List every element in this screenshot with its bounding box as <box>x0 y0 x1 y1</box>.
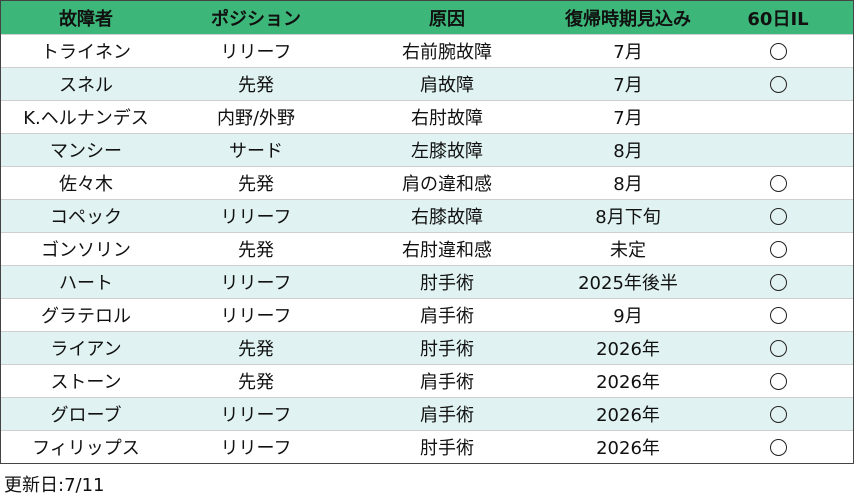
cell-cause: 肩手術 <box>341 364 553 398</box>
table-row: フィリップス リリーフ 肘手術 2026年 <box>1 430 853 463</box>
cell-name: トライネン <box>1 34 171 68</box>
cell-il60 <box>703 100 853 134</box>
circle-icon <box>769 43 787 60</box>
cell-name: ライアン <box>1 331 171 365</box>
cell-return: 2026年 <box>553 331 703 365</box>
table-row: K.ヘルナンデス 内野/外野 右肘故障 7月 <box>1 100 853 134</box>
cell-position: 先発 <box>171 364 341 398</box>
table-body: トライネン リリーフ 右前腕故障 7月 スネル 先発 肩故障 7月 K.ヘルナンデス 内野/外野右… <box>1 34 853 463</box>
cell-il60 <box>703 166 853 200</box>
circle-icon <box>769 373 787 390</box>
cell-position: 先発 <box>171 166 341 200</box>
circle-icon <box>769 175 787 192</box>
cell-name: ハート <box>1 265 171 299</box>
cell-il60 <box>703 364 853 398</box>
table-row: スネル 先発 肩故障 7月 <box>1 67 853 101</box>
cell-il60 <box>703 34 853 68</box>
header-position: ポジション <box>171 1 341 35</box>
cell-return: 8月 <box>553 166 703 200</box>
circle-icon <box>769 340 787 357</box>
cell-il60 <box>703 67 853 101</box>
cell-position: 先発 <box>171 67 341 101</box>
cell-il60 <box>703 133 853 167</box>
cell-position: 内野/外野 <box>171 100 341 134</box>
cell-il60 <box>703 199 853 233</box>
updated-date: 更新日:7/11 <box>4 475 105 496</box>
cell-cause: 肩故障 <box>341 67 553 101</box>
table-row: マンシー サード 左膝故障 8月 <box>1 133 853 167</box>
table-row: ゴンソリン 先発 右肘違和感 未定 <box>1 232 853 266</box>
cell-return: 8月 <box>553 133 703 167</box>
cell-cause: 肩の違和感 <box>341 166 553 200</box>
cell-cause: 右肘違和感 <box>341 232 553 266</box>
cell-position: リリーフ <box>171 430 341 463</box>
cell-cause: 左膝故障 <box>341 133 553 167</box>
cell-return: 9月 <box>553 298 703 332</box>
header-il60: 60日IL <box>703 1 853 35</box>
cell-cause: 肘手術 <box>341 430 553 463</box>
cell-il60 <box>703 298 853 332</box>
cell-position: 先発 <box>171 331 341 365</box>
cell-return: 2026年 <box>553 364 703 398</box>
cell-il60 <box>703 232 853 266</box>
cell-cause: 右膝故障 <box>341 199 553 233</box>
cell-position: リリーフ <box>171 34 341 68</box>
header-cause: 原因 <box>341 1 553 35</box>
cell-cause: 肘手術 <box>341 331 553 365</box>
cell-name: フィリップス <box>1 430 171 463</box>
cell-cause: 肘手術 <box>341 265 553 299</box>
header-row: 故障者 ポジション 原因 復帰時期見込み 60日IL <box>1 1 853 35</box>
circle-icon <box>769 241 787 258</box>
cell-il60 <box>703 265 853 299</box>
cell-il60 <box>703 331 853 365</box>
circle-icon <box>769 208 787 225</box>
cell-return: 2025年後半 <box>553 265 703 299</box>
cell-cause: 肩手術 <box>341 397 553 431</box>
cell-position: リリーフ <box>171 199 341 233</box>
table-row: ストーン 先発 肩手術 2026年 <box>1 364 853 398</box>
cell-cause: 肩手術 <box>341 298 553 332</box>
circle-icon <box>769 406 787 423</box>
table-row: グローブ リリーフ 肩手術 2026年 <box>1 397 853 431</box>
cell-position: リリーフ <box>171 397 341 431</box>
cell-name: スネル <box>1 67 171 101</box>
circle-icon <box>769 274 787 291</box>
cell-cause: 右肘故障 <box>341 100 553 134</box>
table-row: コペック リリーフ 右膝故障 8月下旬 <box>1 199 853 233</box>
cell-name: マンシー <box>1 133 171 167</box>
circle-icon <box>769 439 787 456</box>
cell-name: 佐々木 <box>1 166 171 200</box>
header-return: 復帰時期見込み <box>553 1 703 35</box>
cell-il60 <box>703 430 853 463</box>
cell-cause: 右前腕故障 <box>341 34 553 68</box>
cell-position: サード <box>171 133 341 167</box>
header-name: 故障者 <box>1 1 171 35</box>
cell-return: 7月 <box>553 100 703 134</box>
table-row: グラテロル リリーフ 肩手術 9月 <box>1 298 853 332</box>
cell-return: 8月下旬 <box>553 199 703 233</box>
table-row: ハート リリーフ 肘手術 2025年後半 <box>1 265 853 299</box>
cell-return: 2026年 <box>553 430 703 463</box>
table-row: 佐々木 先発 肩の違和感 8月 <box>1 166 853 200</box>
cell-il60 <box>703 397 853 431</box>
table-row: ライアン 先発 肘手術 2026年 <box>1 331 853 365</box>
cell-return: 7月 <box>553 67 703 101</box>
cell-name: ゴンソリン <box>1 232 171 266</box>
circle-icon <box>769 307 787 324</box>
cell-position: 先発 <box>171 232 341 266</box>
cell-name: K.ヘルナンデス <box>1 100 171 134</box>
circle-icon <box>769 76 787 93</box>
cell-return: 7月 <box>553 34 703 68</box>
cell-name: コペック <box>1 199 171 233</box>
cell-return: 未定 <box>553 232 703 266</box>
cell-name: グラテロル <box>1 298 171 332</box>
cell-name: ストーン <box>1 364 171 398</box>
cell-position: リリーフ <box>171 298 341 332</box>
cell-position: リリーフ <box>171 265 341 299</box>
cell-name: グローブ <box>1 397 171 431</box>
cell-return: 2026年 <box>553 397 703 431</box>
table-row: トライネン リリーフ 右前腕故障 7月 <box>1 34 853 68</box>
injury-table: 故障者 ポジション 原因 復帰時期見込み 60日IL トライネン リリーフ 右前腕故… <box>0 0 854 464</box>
